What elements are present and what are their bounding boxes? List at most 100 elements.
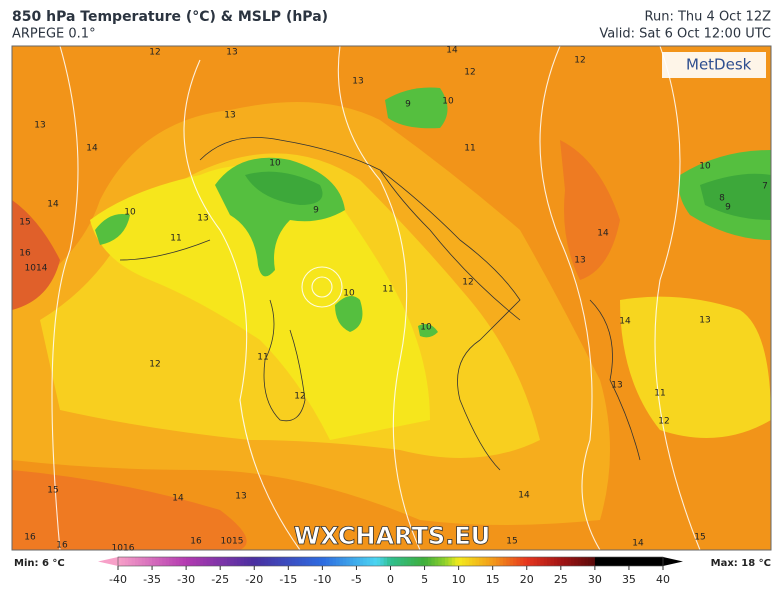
colorbar-segment (601, 557, 606, 566)
colorbar-segment (574, 557, 579, 566)
colorbar-segment (165, 557, 170, 566)
colorbar-segment (237, 557, 242, 566)
colorbar-tick-label: -20 (245, 573, 263, 586)
colorbar-segment (131, 557, 136, 566)
colorbar-segment (342, 557, 347, 566)
contour-label: 15 (47, 486, 58, 496)
colorbar-segment (577, 557, 582, 566)
contour-label: 15 (694, 533, 705, 543)
colorbar-segment (404, 557, 409, 566)
contour-label: 12 (658, 417, 669, 427)
colorbar-segment (635, 557, 640, 566)
colorbar-segment (513, 557, 518, 566)
contour-label: 10 (343, 289, 355, 299)
colorbar-right-arrow (663, 557, 683, 566)
colorbar-segment (196, 557, 201, 566)
colorbar: Min: 6 °C Max: 18 °C -40 -35 -30 -25 -20 -15 -… (14, 556, 771, 586)
colorbar-segment (356, 557, 361, 566)
colorbar-segment (530, 557, 535, 566)
contour-label: 16 (24, 533, 36, 543)
colorbar-segment (233, 557, 238, 566)
colorbar-segment (244, 557, 249, 566)
colorbar-segment (325, 557, 330, 566)
contour-label: 10 (269, 159, 281, 169)
colorbar-segment (124, 557, 129, 566)
max-label: Max: 18 °C (711, 558, 771, 569)
colorbar-segment (363, 557, 368, 566)
colorbar-segment (346, 557, 351, 566)
colorbar-tick-label: 25 (554, 573, 568, 586)
colorbar-segment (482, 557, 487, 566)
contour-label: 10 (699, 162, 711, 172)
colorbar-segment (557, 557, 562, 566)
contour-label: 13 (235, 492, 246, 502)
contour-label: 12 (149, 360, 160, 370)
contour-label: 1016 (112, 544, 135, 554)
colorbar-segment (554, 557, 559, 566)
colorbar-segment (605, 557, 610, 566)
contour-label: 13 (197, 214, 208, 224)
colorbar-segment (376, 557, 381, 566)
colorbar-segment (472, 557, 477, 566)
colorbar-segment (274, 557, 279, 566)
colorbar-tick-label: 20 (520, 573, 534, 586)
colorbar-segment (407, 557, 412, 566)
colorbar-segment (223, 557, 228, 566)
colorbar-segment (441, 557, 446, 566)
contour-label: 9 (725, 203, 731, 213)
contour-label: 12 (294, 392, 305, 402)
colorbar-segment (305, 557, 310, 566)
colorbar-segment (353, 557, 358, 566)
colorbar-segment (496, 557, 501, 566)
contour-label: 1015 (221, 537, 244, 547)
colorbar-segment (175, 557, 180, 566)
colorbar-segment (622, 557, 627, 566)
colorbar-segment (581, 557, 586, 566)
colorbar-segment (485, 557, 490, 566)
colorbar-segment (267, 557, 272, 566)
colorbar-segment (625, 557, 630, 566)
colorbar-segment (502, 557, 507, 566)
colorbar-segment (489, 557, 494, 566)
colorbar-tick-label: -25 (211, 573, 229, 586)
colorbar-segment (458, 557, 463, 566)
contour-label: 12 (149, 48, 160, 58)
colorbar-segment (543, 557, 548, 566)
colorbar-segment (135, 557, 140, 566)
colorbar-tick-label: 0 (387, 573, 394, 586)
contour-label: 8 (719, 194, 725, 204)
colorbar-segment (560, 557, 565, 566)
colorbar-segment (213, 557, 218, 566)
colorbar-tick-label: -30 (177, 573, 195, 586)
colorbar-segment (594, 557, 599, 566)
colorbar-segment (652, 557, 657, 566)
colorbar-segment (189, 557, 194, 566)
colorbar-segment (445, 557, 450, 566)
contour-label: 1014 (25, 264, 48, 274)
contour-label: 14 (172, 494, 184, 504)
colorbar-segment (523, 557, 528, 566)
colorbar-segment (240, 557, 245, 566)
colorbar-segment (288, 557, 293, 566)
colorbar-segment (516, 557, 521, 566)
contour-label: 11 (257, 353, 268, 363)
colorbar-segment (230, 557, 235, 566)
colorbar-segment (373, 557, 378, 566)
colorbar-segment (628, 557, 633, 566)
colorbar-segment (138, 557, 143, 566)
colorbar-tick-label: 5 (421, 573, 428, 586)
colorbar-segment (642, 557, 647, 566)
colorbar-tick-label: 15 (486, 573, 500, 586)
colorbar-segment (632, 557, 637, 566)
colorbar-segment (179, 557, 184, 566)
colorbar-segment (536, 557, 541, 566)
contour-label: 16 (56, 541, 68, 551)
contour-label: 13 (224, 111, 235, 121)
contour-label: 14 (619, 317, 631, 327)
colorbar-segment (397, 557, 402, 566)
colorbar-segment (451, 557, 456, 566)
min-label: Min: 6 °C (14, 558, 65, 569)
colorbar-segment (148, 557, 153, 566)
contour-label: 14 (632, 539, 644, 549)
